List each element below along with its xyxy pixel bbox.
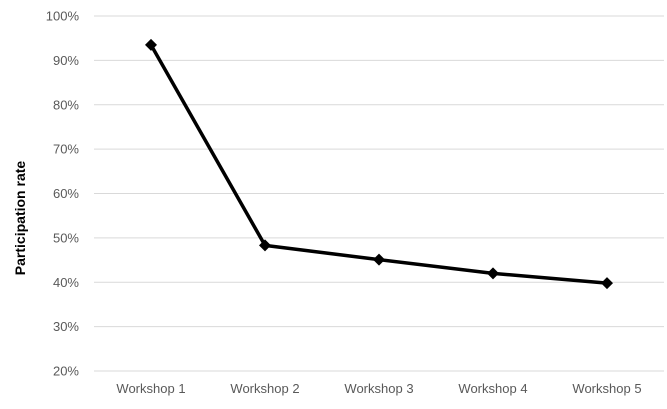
x-tick-label: Workshop 5 xyxy=(572,381,641,396)
y-axis-title: Participation rate xyxy=(12,161,28,276)
gridlines xyxy=(94,15,664,372)
data-point-marker xyxy=(373,253,385,266)
y-tick-label: 60% xyxy=(53,186,79,201)
y-tick-label: 40% xyxy=(53,275,79,290)
y-tick-label: 50% xyxy=(53,230,79,245)
data-point-marker xyxy=(487,267,499,280)
series-group xyxy=(145,38,613,290)
data-point-marker xyxy=(145,38,157,51)
y-tick-label: 90% xyxy=(53,53,79,68)
y-tick-label: 70% xyxy=(53,142,79,157)
x-tick-label: Workshop 4 xyxy=(458,381,527,396)
x-tick-label: Workshop 1 xyxy=(116,381,185,396)
y-tick-label: 80% xyxy=(53,97,79,112)
y-tick-label: 30% xyxy=(53,319,79,334)
x-axis-ticks: Workshop 1 Workshop 2 Workshop 3 Workshop 4… xyxy=(116,381,641,396)
series-line xyxy=(149,43,608,285)
data-point-marker xyxy=(259,239,271,252)
data-point-marker xyxy=(601,277,613,290)
x-tick-label: Workshop 3 xyxy=(344,381,413,396)
x-tick-label: Workshop 2 xyxy=(230,381,299,396)
y-tick-label: 100% xyxy=(46,9,80,24)
y-axis-ticks: 20% 30% 40% 50% 60% 70% 80% 90% 100% xyxy=(46,9,80,379)
y-tick-label: 20% xyxy=(53,364,79,379)
